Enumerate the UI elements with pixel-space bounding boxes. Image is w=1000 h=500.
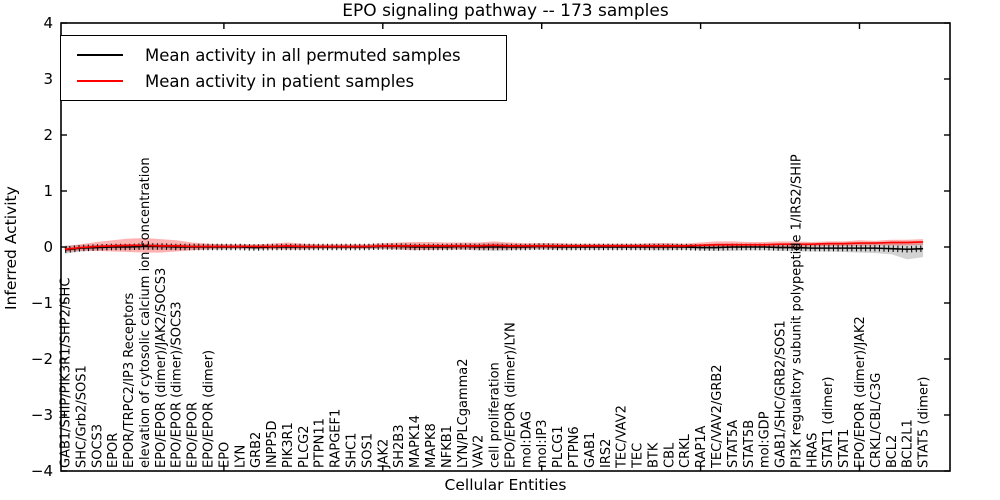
- x-tick-label: EPO/EPOR (dimer)/JAK2: [853, 316, 868, 468]
- patient-mean-line: [64, 241, 924, 251]
- x-tick-label: PLCG1: [551, 425, 566, 468]
- x-tick-label: BTK: [646, 442, 661, 468]
- x-tick-label: SHC1: [345, 433, 360, 468]
- y-tick-label: 4: [43, 14, 53, 32]
- x-tick-label: NFKB1: [440, 425, 455, 468]
- x-tick-label: GAB1: [583, 432, 598, 468]
- x-tick-label: EPO/EPOR: [186, 402, 201, 468]
- x-tick-label: EPO/EPOR (dimer): [202, 350, 217, 468]
- x-tick-label: BCL2: [885, 435, 900, 468]
- x-tick-label: RAPGEF1: [329, 409, 344, 468]
- x-tick-label: SOCS3: [90, 424, 105, 468]
- x-tick-label: mol:GDP: [758, 411, 773, 468]
- x-tick-label: BCL2L1: [901, 419, 916, 468]
- x-tick-label: GAB1/SHC/GRB2/SOS1: [774, 320, 789, 468]
- x-tick-label: PI3K regualtory subunit polypeptide 1/IR…: [789, 154, 804, 468]
- legend-label-permuted: Mean activity in all permuted samples: [145, 45, 461, 65]
- permuted-line-swatch: [77, 54, 123, 56]
- x-tick-label: LYN: [233, 445, 248, 468]
- x-tick-label: GRB2: [249, 432, 264, 468]
- x-tick-label: VAV2: [472, 435, 487, 468]
- legend: Mean activity in all permuted samples Me…: [60, 35, 507, 101]
- y-tick-label: −1: [31, 294, 53, 312]
- y-tick-label: −2: [31, 350, 53, 368]
- x-tick-label: mol:IP3: [535, 419, 550, 468]
- x-tick-label: PTPN6: [567, 426, 582, 468]
- x-tick-label: JAK2: [376, 439, 391, 469]
- x-tick-label: mol:DAG: [519, 411, 534, 468]
- x-tick-label: CRKL/CBL/C3G: [869, 373, 884, 468]
- x-tick-label: LYN/PLCgamma2: [456, 358, 471, 468]
- x-tick-label: STAT5B: [742, 420, 757, 468]
- x-tick-label: MAPK14: [408, 415, 423, 468]
- x-tick-label: elevation of cytosolic calcium ion conce…: [138, 157, 153, 468]
- x-tick-label: IRS2: [599, 439, 614, 468]
- x-tick-label: STAT1 (dimer): [821, 377, 836, 468]
- x-tick-label: RAP1A: [694, 425, 709, 468]
- x-tick-label: PTPN11: [313, 418, 328, 468]
- x-tick-label: EPO: [217, 442, 232, 468]
- x-tick-label: EPO/EPOR (dimer)/LYN: [503, 322, 518, 468]
- x-tick-label: CRKL: [678, 433, 693, 468]
- y-tick-label: 2: [43, 126, 53, 144]
- x-tick-label: STAT5A: [726, 420, 741, 468]
- y-tick-label: −3: [31, 406, 53, 424]
- patient-line-swatch: [77, 80, 123, 82]
- x-tick-label: GAB1/SHIP/PIK3R1/SHP2/SHC: [59, 278, 74, 468]
- x-tick-label: EPOR/TRPC2/IP3 Receptors: [122, 292, 137, 468]
- y-tick-label: 0: [43, 238, 53, 256]
- x-tick-label: TEC/VAV2: [615, 405, 630, 469]
- y-tick-label: −4: [31, 462, 53, 480]
- x-tick-label: SOS1: [360, 433, 375, 468]
- x-tick-label: INPP5D: [265, 420, 280, 468]
- x-tick-label: TEC: [631, 443, 646, 469]
- x-tick-label: TEC/VAV2/GRB2: [710, 364, 725, 469]
- legend-item-patient: Mean activity in patient samples: [61, 68, 506, 94]
- x-tick-label: PLCG2: [297, 425, 312, 468]
- x-tick-label: SHC/Grb2/SOS1: [74, 365, 89, 468]
- x-tick-label: EPOR: [106, 433, 121, 468]
- y-axis-label: Inferred Activity: [2, 186, 20, 310]
- y-tick-label: 1: [43, 182, 53, 200]
- chart-title: EPO signaling pathway -- 173 samples: [342, 1, 669, 21]
- x-tick-label: HRAS: [805, 433, 820, 468]
- x-tick-label: MAPK8: [424, 423, 439, 468]
- x-tick-label: SH2B3: [392, 425, 407, 469]
- x-axis-label: Cellular Entities: [444, 476, 567, 494]
- x-tick-label: STAT1: [837, 429, 852, 468]
- legend-label-patient: Mean activity in patient samples: [145, 71, 415, 91]
- x-tick-label: EPO/EPOR (dimer)/SOCS3: [170, 301, 185, 468]
- x-tick-label: CBL: [662, 442, 677, 468]
- x-tick-label: EPO/EPOR (dimer)/JAK2/SOCS3: [154, 268, 169, 468]
- x-tick-label: PIK3R1: [281, 422, 296, 468]
- x-tick-label: cell proliferation: [488, 362, 503, 468]
- legend-item-permuted: Mean activity in all permuted samples: [61, 42, 506, 68]
- y-tick-label: 3: [43, 70, 53, 88]
- x-tick-label: STAT5 (dimer): [917, 377, 932, 468]
